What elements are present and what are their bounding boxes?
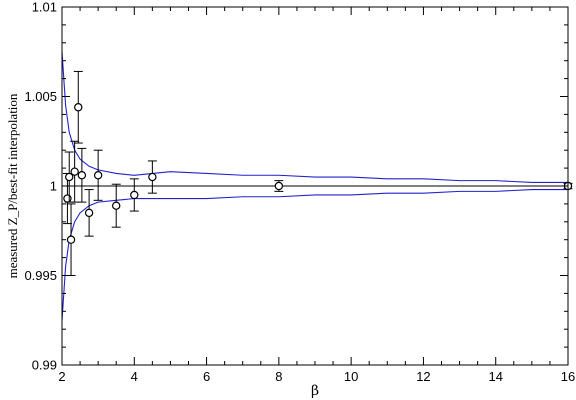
y-tick-label: 0.99 [32, 358, 57, 373]
x-tick-label: 4 [131, 369, 138, 384]
x-tick-label: 10 [344, 369, 358, 384]
point-marker [130, 190, 139, 200]
axis-ticks: 2 4 6 8 10 12 14 16 0.99 0.995 1 1.005 1.01 [24, 0, 575, 384]
point-marker [274, 181, 284, 191]
x-tick-label: 16 [561, 369, 575, 384]
data-point [93, 149, 103, 201]
point-marker [84, 208, 94, 218]
interpolation-band [61, 51, 568, 321]
point-marker [148, 172, 157, 182]
data-point [274, 180, 284, 192]
x-tick-label: 8 [275, 369, 282, 384]
data-point [147, 160, 157, 194]
data-points [62, 70, 573, 276]
data-point [64, 151, 74, 203]
x-axis-label: β [311, 383, 319, 399]
data-point [70, 140, 80, 203]
data-point [66, 203, 76, 276]
x-tick-label: 12 [416, 369, 430, 384]
point-marker [93, 171, 103, 180]
data-point [73, 70, 83, 144]
data-point [111, 183, 121, 228]
x-tick-label: 14 [488, 369, 502, 384]
y-tick-label: 1 [50, 179, 57, 194]
y-tick-label: 1.005 [24, 89, 57, 104]
y-axis-label: measured Z_P/best-fit interpolation [5, 93, 20, 278]
point-marker [70, 167, 79, 176]
y-tick-label: 1.01 [32, 0, 57, 15]
point-marker [66, 235, 76, 244]
point-marker [65, 172, 74, 182]
x-tick-label: 2 [58, 369, 65, 384]
point-marker [112, 201, 121, 210]
band-upper-curve [61, 51, 568, 183]
point-marker [63, 194, 72, 203]
data-point [84, 189, 94, 237]
data-point [129, 178, 139, 212]
data-point [77, 147, 87, 203]
y-tick-label: 0.995 [24, 268, 57, 283]
point-marker [77, 171, 87, 180]
point-marker [74, 103, 83, 112]
x-tick-label: 6 [203, 369, 210, 384]
band-lower-curve [61, 189, 568, 321]
